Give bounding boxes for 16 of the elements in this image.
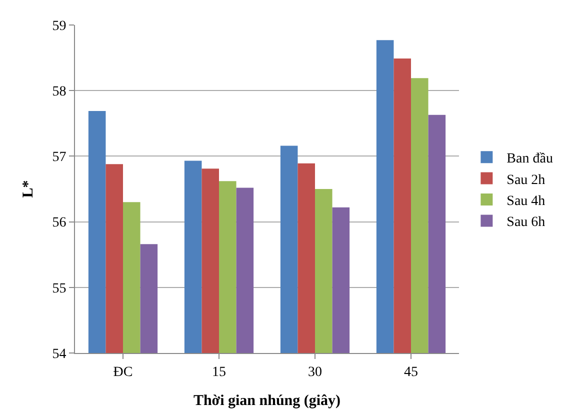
y-tick-label: 59 [52, 18, 66, 34]
legend-label: Sau 6h [506, 215, 546, 230]
legend-label: Sau 4h [506, 194, 546, 209]
legend-label: Ban đầu [506, 152, 553, 167]
y-tick-label: 58 [52, 84, 66, 100]
legend-label: Sau 2h [506, 172, 546, 188]
x-tick-label: 30 [308, 364, 322, 380]
x-axis-title: Thời gian nhúng (giây) [193, 392, 341, 409]
y-tick-label: 56 [52, 216, 66, 231]
x-tick-label: 15 [212, 364, 226, 380]
y-tick-label: 54 [52, 346, 66, 362]
y-tick-label: 57 [52, 150, 66, 166]
y-tick-label: 55 [52, 281, 66, 296]
x-tick-label: 45 [404, 364, 418, 380]
y-axis-title: L* [20, 180, 36, 198]
x-tick-label: ĐC [113, 364, 133, 380]
